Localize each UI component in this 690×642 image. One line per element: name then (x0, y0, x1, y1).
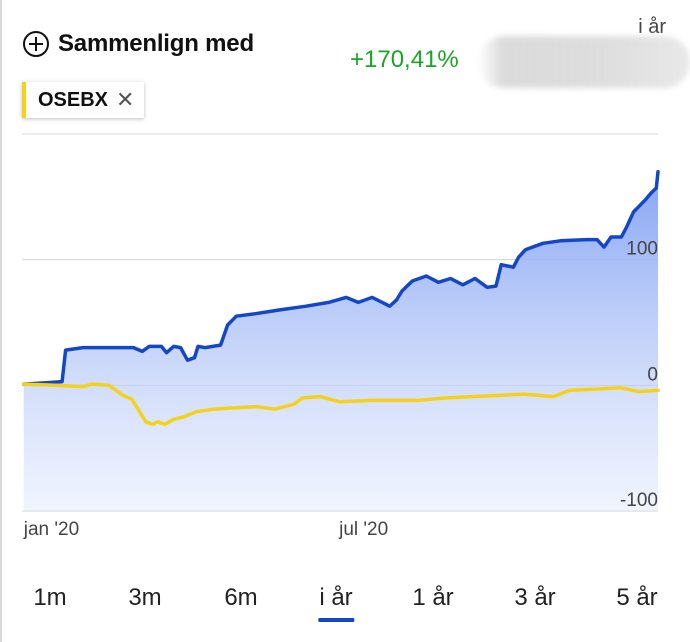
period-3m[interactable]: 3m (128, 584, 162, 611)
compare-chip-label: OSEBX (38, 88, 109, 111)
x-tick-label: jul '20 (338, 519, 388, 540)
left-border (0, 0, 2, 642)
period-6m[interactable]: 6m (224, 584, 258, 611)
compare-button[interactable]: Sammenlign med (22, 30, 254, 58)
y-tick-label: 100 (626, 239, 658, 260)
series-area-0 (23, 171, 658, 511)
series-line-0 (21, 169, 660, 386)
price-chart: 100 0 -100 jan '20 jul '20 (21, 133, 660, 540)
x-tick-label: jan '20 (23, 519, 79, 540)
series-line-1 (21, 382, 660, 427)
compare-chip-osebx: OSEBX ✕ (22, 82, 145, 118)
period-1m[interactable]: 1m (33, 584, 67, 611)
close-icon[interactable]: ✕ (116, 87, 135, 112)
compare-label: Sammenlign med (58, 30, 254, 57)
y-tick-label: 0 (647, 364, 658, 385)
period-i-år[interactable]: i år (319, 584, 353, 611)
change-percent: +170,41% (350, 46, 459, 73)
period-1-år[interactable]: 1 år (412, 584, 454, 611)
period-selector: 1m 3m 6m i år 1 år 3 år 5 år (0, 584, 690, 634)
y-tick-label: -100 (620, 490, 658, 511)
redacted-name (478, 36, 690, 88)
period-5-år[interactable]: 5 år (616, 584, 658, 611)
period-3-år[interactable]: 3 år (514, 584, 556, 611)
period-label: i år (638, 16, 666, 38)
plus-circle-icon (23, 31, 49, 57)
